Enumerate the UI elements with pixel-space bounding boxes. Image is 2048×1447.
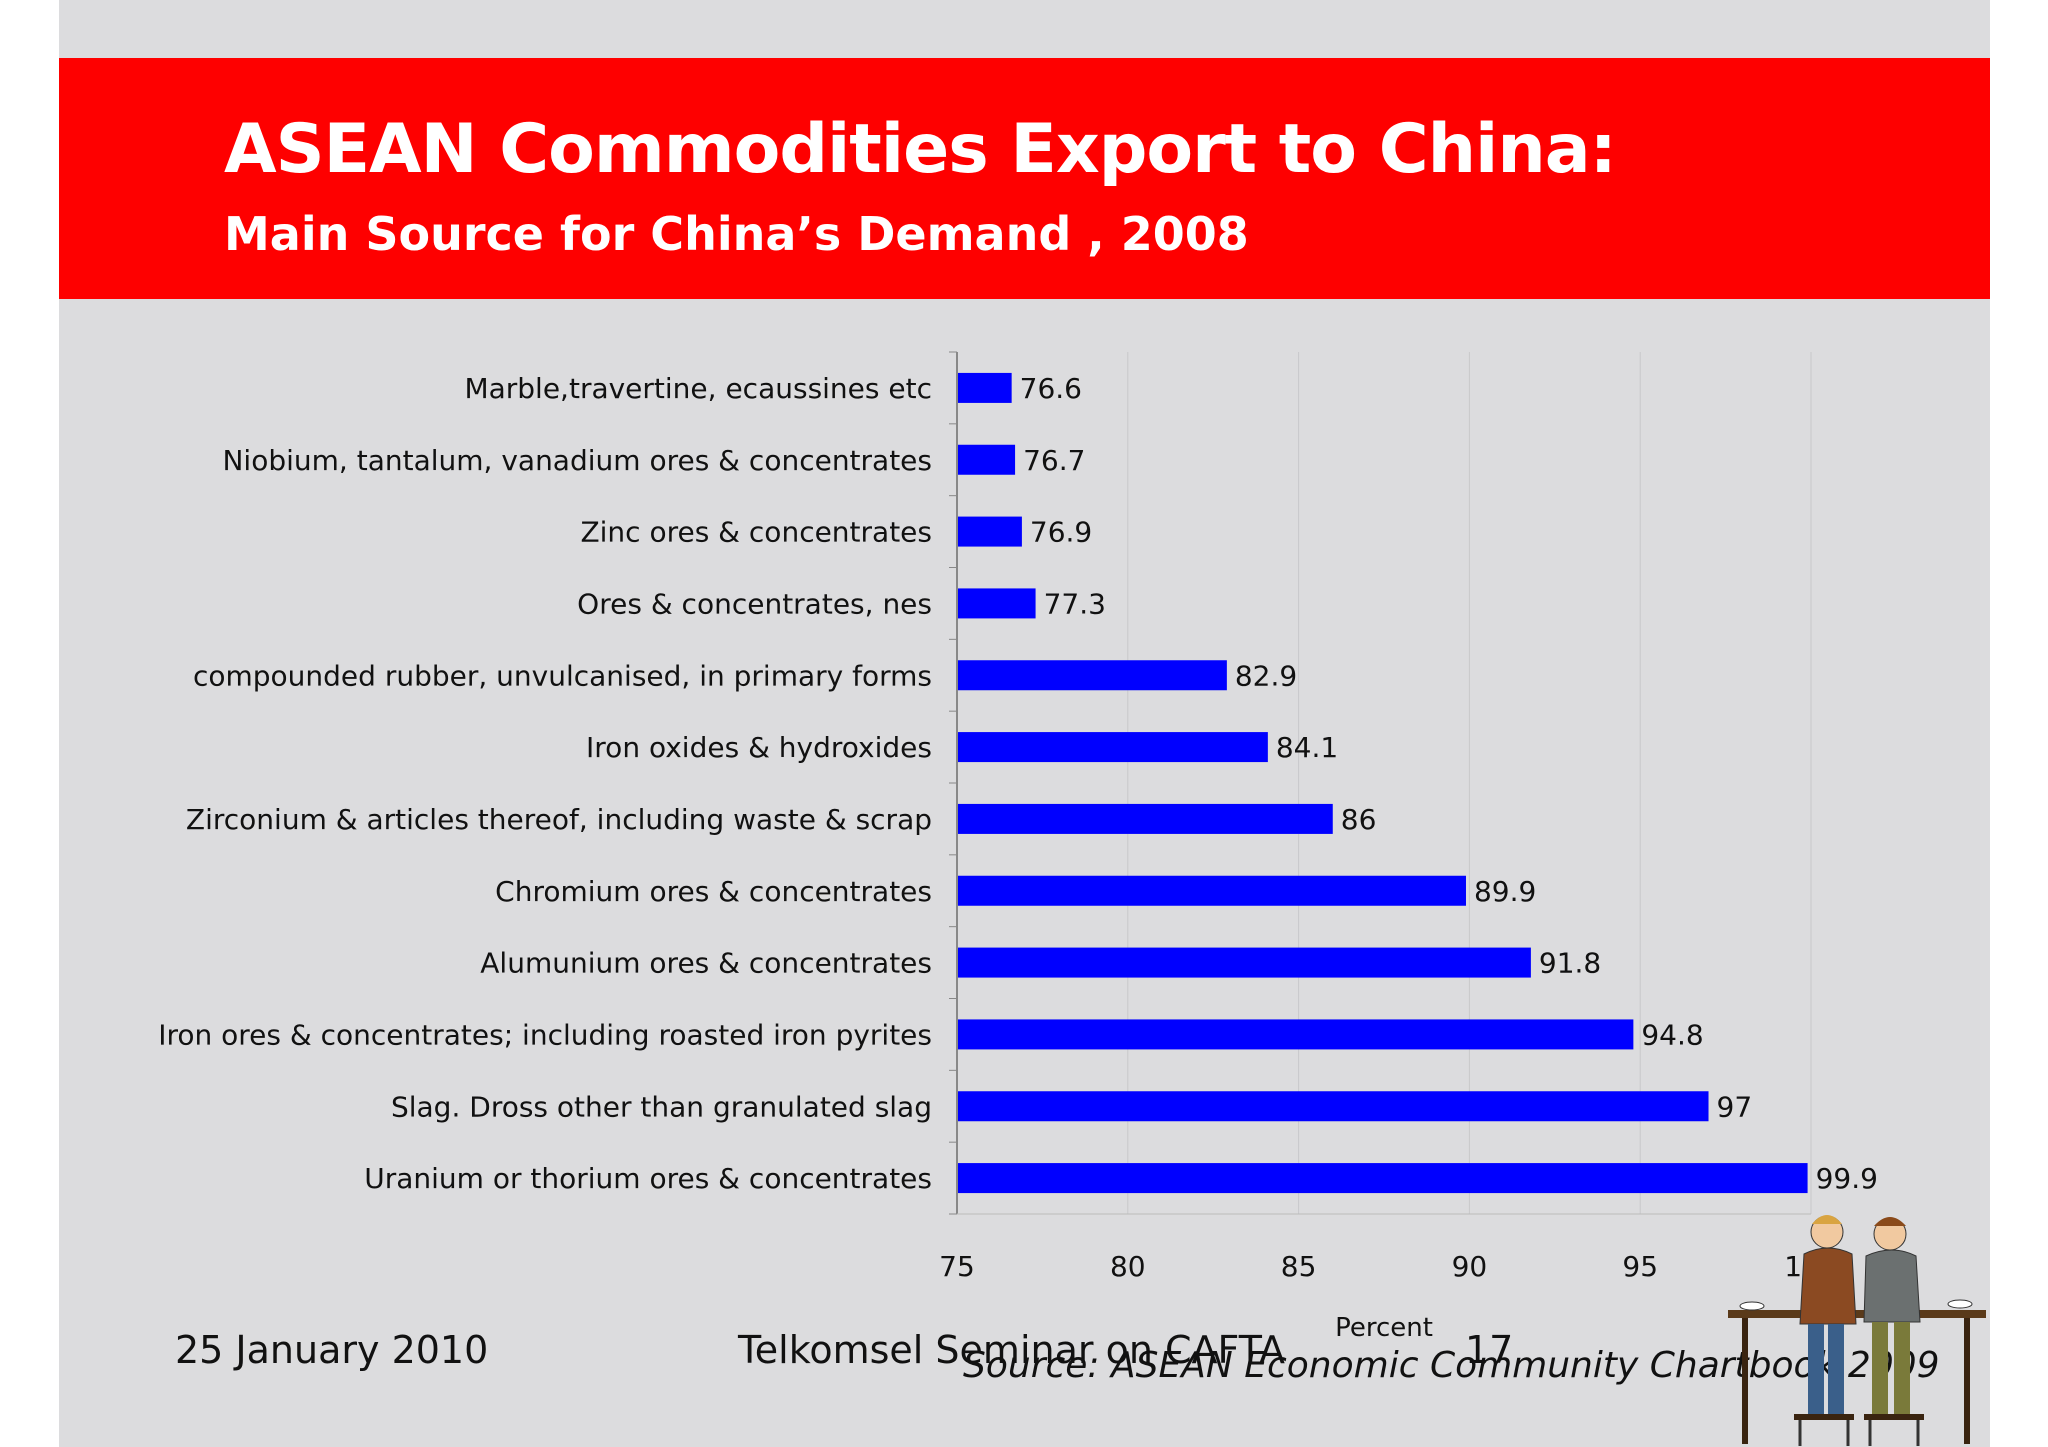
- bar-12: [957, 1163, 1808, 1194]
- bar-10: [957, 1019, 1634, 1050]
- category-label-11: Slag. Dross other than granulated slag: [391, 1090, 932, 1123]
- value-label-7: 86: [1341, 803, 1377, 836]
- category-label-2: Niobium, tantalum, vanadium ores & conce…: [222, 444, 932, 477]
- bar-4: [957, 588, 1036, 619]
- category-label-12: Uranium or thorium ores & concentrates: [364, 1162, 932, 1195]
- x-tick-label-80: 80: [1110, 1250, 1146, 1283]
- value-labels: 76.6 76.7 76.9 77.3 82.9 84.1 86 89.9 91.8 94.8 97…: [1020, 372, 1878, 1195]
- value-label-12: 99.9: [1816, 1162, 1878, 1195]
- bar-3: [957, 516, 1022, 547]
- footer-date: 25 January 2010: [175, 1328, 489, 1372]
- value-label-4: 77.3: [1044, 587, 1106, 620]
- footer-page-number: 17: [1465, 1328, 1514, 1372]
- bar-5: [957, 660, 1227, 691]
- bar-6: [957, 732, 1268, 763]
- x-tick-label-75: 75: [939, 1250, 975, 1283]
- category-label-1: Marble,travertine, ecaussines etc: [464, 372, 932, 405]
- y-axis-tick-marks: [949, 351, 957, 1215]
- chart-bars: [957, 372, 1808, 1194]
- value-label-3: 76.9: [1030, 516, 1092, 549]
- bar-8: [957, 875, 1466, 906]
- chart-gridlines: [1127, 352, 1812, 1214]
- category-label-10: Iron ores & concentrates; including roas…: [158, 1018, 932, 1051]
- chart-source: Source: ASEAN Economic Community Chartbo…: [963, 1345, 1940, 1386]
- category-label-4: Ores & concentrates, nes: [577, 587, 932, 620]
- bar-7: [957, 803, 1333, 834]
- x-tick-label-95: 95: [1622, 1250, 1658, 1283]
- value-label-6: 84.1: [1276, 731, 1338, 764]
- value-label-2: 76.7: [1023, 444, 1085, 477]
- value-label-5: 82.9: [1235, 659, 1297, 692]
- value-label-1: 76.6: [1020, 372, 1082, 405]
- category-label-9: Alumunium ores & concentrates: [480, 947, 932, 980]
- category-label-5: compounded rubber, unvulcanised, in prim…: [193, 659, 932, 692]
- footer-event: Telkomsel Seminar on CAFTA: [738, 1328, 1285, 1372]
- x-tick-label-90: 90: [1452, 1250, 1488, 1283]
- bar-2: [957, 444, 1016, 475]
- bar-1: [957, 372, 1012, 403]
- category-label-8: Chromium ores & concentrates: [495, 875, 932, 908]
- value-label-9: 91.8: [1539, 947, 1601, 980]
- slide-title: ASEAN Commodities Export to China:: [224, 110, 1617, 189]
- value-label-11: 97: [1717, 1090, 1753, 1123]
- slide-subtitle: Main Source for China’s Demand , 2008: [224, 207, 1249, 261]
- bar-11: [957, 1091, 1709, 1122]
- two-people-at-cafe-table-icon: [1728, 1215, 1986, 1446]
- x-tick-labels: 7580859095100: [939, 1250, 1838, 1283]
- x-axis-title: Percent: [1335, 1313, 1433, 1343]
- value-label-10: 94.8: [1641, 1018, 1703, 1051]
- category-label-6: Iron oxides & hydroxides: [586, 731, 932, 764]
- bar-9: [957, 947, 1531, 978]
- x-tick-label-85: 85: [1281, 1250, 1317, 1283]
- category-labels: Marble,travertine, ecaussines etc Niobium…: [158, 372, 932, 1195]
- title-banner: [59, 58, 1990, 299]
- category-label-7: Zirconium & articles thereof, including …: [186, 803, 932, 836]
- value-label-8: 89.9: [1474, 875, 1536, 908]
- category-label-3: Zinc ores & concentrates: [580, 516, 932, 549]
